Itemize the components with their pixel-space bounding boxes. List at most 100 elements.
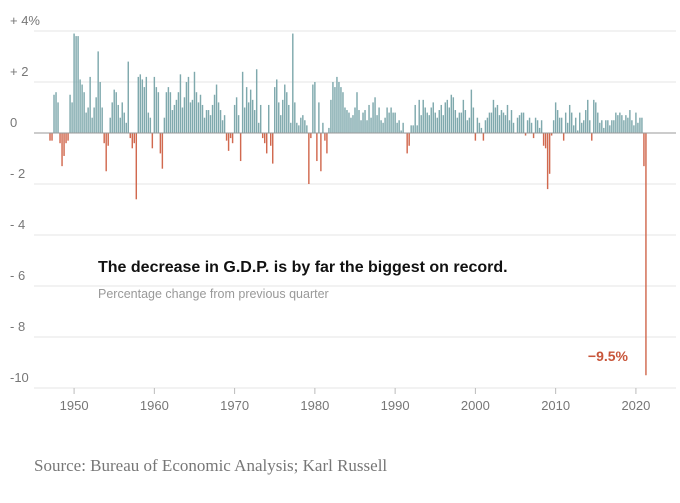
x-tick-label: 1950 [60, 398, 89, 413]
bar [450, 94, 453, 133]
bar [556, 110, 559, 133]
bar [117, 104, 119, 133]
y-tick-label: - 2 [10, 166, 25, 181]
x-tick-label: 1960 [140, 398, 169, 413]
bar [185, 82, 188, 133]
bar [284, 84, 286, 133]
bar [298, 125, 300, 133]
bar [432, 102, 434, 133]
bar [215, 84, 218, 133]
bar [623, 120, 625, 133]
bar [318, 102, 320, 133]
bar [177, 92, 180, 133]
y-tick-label: - 4 [10, 217, 25, 232]
bar [645, 133, 647, 376]
bar [330, 99, 332, 133]
bar [504, 115, 507, 133]
bar [430, 107, 432, 133]
bar [480, 127, 483, 133]
bar [205, 110, 208, 133]
bar [410, 125, 412, 133]
bar [235, 97, 238, 133]
bar [109, 117, 111, 133]
bar [352, 115, 354, 133]
bar [611, 120, 613, 133]
bar [406, 133, 408, 154]
bar [386, 107, 388, 133]
bar [446, 99, 449, 133]
bar [165, 92, 168, 133]
bar [265, 133, 268, 154]
bar [619, 112, 621, 133]
bar [274, 87, 276, 133]
bar [572, 125, 575, 133]
bar [440, 104, 442, 133]
bar [516, 117, 519, 133]
bar [199, 94, 202, 133]
bars [49, 33, 647, 376]
bar [460, 112, 463, 133]
bar [231, 133, 234, 144]
bar [241, 71, 244, 133]
bar [490, 112, 493, 133]
bar [577, 130, 579, 133]
bar [189, 102, 192, 133]
chart-subtitle: Percentage change from previous quarter [98, 287, 329, 301]
bar [350, 117, 352, 133]
bar [408, 133, 410, 146]
bar [320, 133, 322, 172]
bar [69, 94, 71, 133]
bar [141, 79, 144, 133]
bar [506, 104, 509, 133]
bar [635, 112, 637, 133]
bar [364, 110, 366, 133]
bar [280, 115, 282, 133]
bar [548, 133, 551, 174]
bar [522, 112, 525, 133]
bar [334, 87, 336, 133]
bar [261, 133, 264, 139]
y-tick-label: + 4% [10, 13, 40, 28]
bar [223, 115, 226, 133]
bar [593, 99, 595, 133]
bar [245, 87, 248, 133]
bar [133, 133, 135, 144]
bar [470, 89, 473, 133]
bar [550, 133, 553, 136]
bar [530, 122, 533, 133]
bar [316, 133, 318, 162]
bar [179, 74, 182, 133]
bar [85, 112, 87, 133]
bar [193, 71, 196, 133]
bar [615, 112, 617, 133]
bar [538, 127, 541, 133]
bar [175, 99, 178, 133]
bar [322, 122, 324, 133]
bar [378, 107, 380, 133]
bar [328, 127, 330, 133]
bar [512, 122, 515, 133]
x-tick-label: 2000 [461, 398, 490, 413]
bar [209, 115, 212, 133]
bar [476, 117, 479, 133]
bar [181, 107, 184, 133]
bar [579, 112, 581, 133]
bar [520, 112, 523, 133]
bar [482, 133, 485, 141]
bar [494, 107, 497, 133]
bar [384, 117, 386, 133]
bar [55, 92, 57, 133]
bar [633, 125, 635, 133]
bar [442, 115, 444, 133]
bar [424, 107, 426, 133]
bar [358, 110, 360, 133]
bar [617, 115, 619, 133]
bar [603, 127, 605, 133]
bar [342, 92, 344, 133]
bar [589, 120, 591, 133]
bar [566, 122, 569, 133]
bar [382, 122, 384, 133]
y-axis-ticks: + 4% + 2 0 - 2 - 4 - 6 - 8 -10 [10, 13, 40, 385]
y-tick-label: - 6 [10, 268, 25, 283]
bar [354, 107, 356, 133]
